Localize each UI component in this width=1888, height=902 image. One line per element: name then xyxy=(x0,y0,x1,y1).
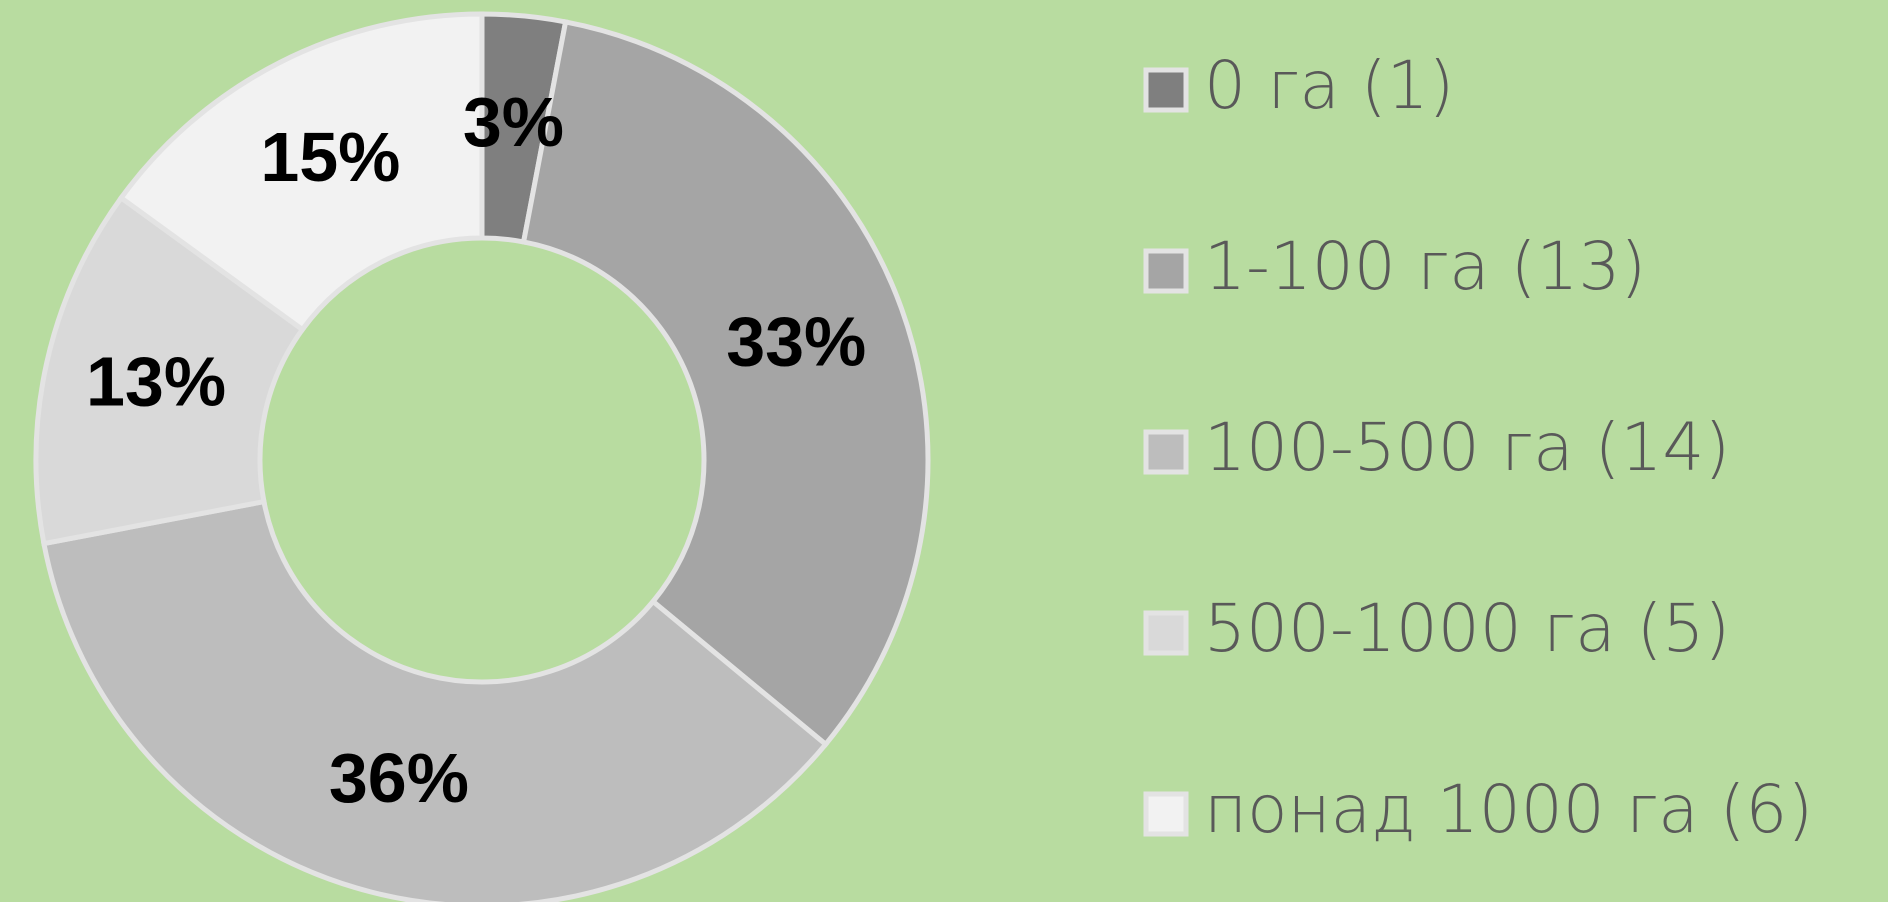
legend-swatch xyxy=(1143,610,1189,656)
legend-swatch xyxy=(1143,429,1189,475)
legend-label: 0 га (1) xyxy=(1204,47,1454,124)
data-label: 33% xyxy=(726,302,866,380)
legend-label: понад 1000 га (6) xyxy=(1204,771,1813,848)
legend-swatch xyxy=(1143,791,1189,837)
donut-slice xyxy=(33,194,306,547)
data-label: 3% xyxy=(463,83,564,161)
data-label: 13% xyxy=(86,343,226,421)
data-label: 15% xyxy=(260,118,400,196)
legend-label: 1-100 га (13) xyxy=(1204,228,1646,305)
legend-swatch xyxy=(1143,67,1189,113)
legend-label: 500-1000 га (5) xyxy=(1204,590,1730,667)
donut-slice xyxy=(117,11,485,334)
data-label: 36% xyxy=(329,739,469,817)
donut-slice xyxy=(520,18,931,748)
legend-label: 100-500 га (14) xyxy=(1204,409,1730,486)
donut-slice xyxy=(40,498,830,902)
legend-swatch xyxy=(1143,248,1189,294)
